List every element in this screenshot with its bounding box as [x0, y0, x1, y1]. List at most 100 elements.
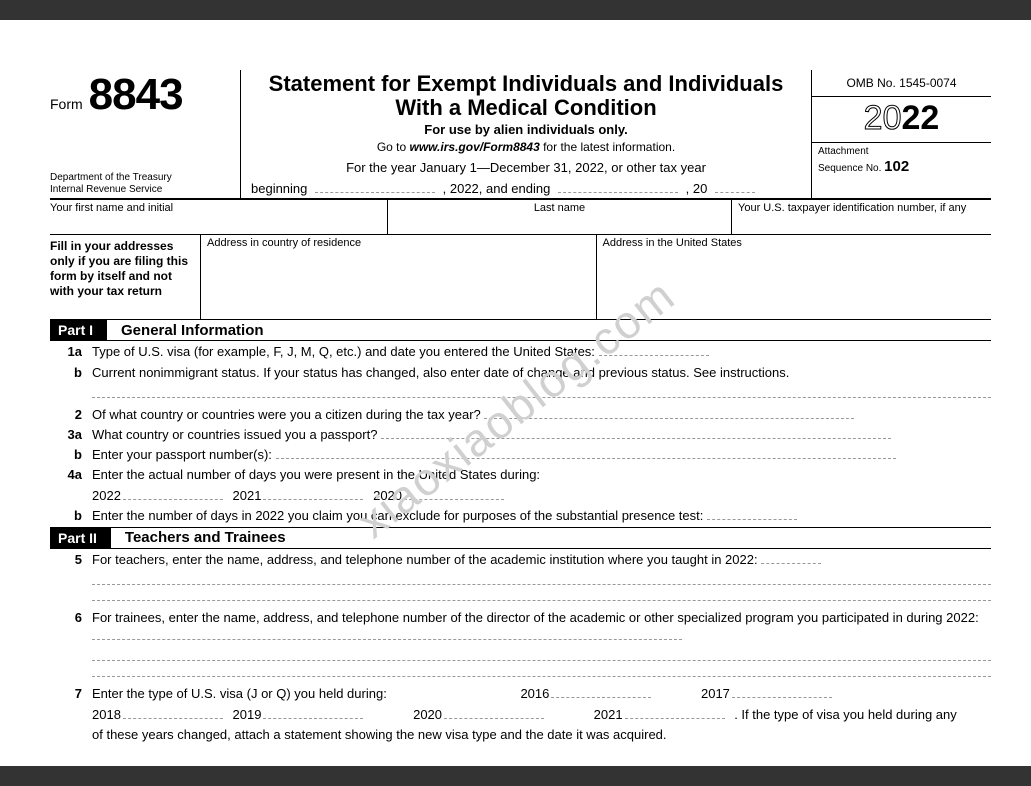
first-name-field[interactable]: Your first name and initial — [50, 200, 387, 234]
address-residence-field[interactable]: Address in country of residence — [200, 235, 596, 319]
omb-number: OMB No. 1545-0074 — [812, 70, 991, 97]
line-5-num: 5 — [50, 551, 92, 569]
line-1a-num: 1a — [50, 343, 92, 361]
form-label: Form — [50, 96, 83, 112]
line-6-input-b[interactable] — [92, 645, 991, 661]
attachment-box: Attachment Sequence No. 102 — [812, 143, 991, 179]
header-center: Statement for Exempt Individuals and Ind… — [240, 70, 811, 198]
line-5-text: For teachers, enter the name, address, a… — [92, 552, 758, 567]
line-3b-text: Enter your passport number(s): — [92, 447, 272, 462]
line-3b: b Enter your passport number(s): — [50, 446, 991, 464]
address-row: Fill in your addresses only if you are f… — [50, 235, 991, 320]
input-7-2020[interactable] — [444, 707, 544, 719]
line-3a: 3a What country or countries issued you … — [50, 426, 991, 444]
label-4a-2020: 2020 — [373, 488, 402, 503]
year-outline: 20 — [864, 99, 902, 137]
input-7-2021[interactable] — [625, 707, 725, 719]
form-page: xiaoxiaoblog.com Form 8843 Department of… — [0, 20, 1031, 766]
line-6-num: 6 — [50, 609, 92, 645]
label-7-2019: 2019 — [233, 707, 262, 722]
line-6-input-a[interactable] — [92, 628, 682, 640]
part2-header: Part II Teachers and Trainees — [50, 527, 991, 549]
title-line2: With a Medical Condition — [247, 96, 805, 120]
dept-line2: Internal Revenue Service — [50, 184, 230, 196]
line-4b: b Enter the number of days in 2022 you c… — [50, 507, 991, 525]
line-1b-num: b — [50, 364, 92, 382]
line-1b-text: Current nonimmigrant status. If your sta… — [92, 364, 991, 382]
line-1b: b Current nonimmigrant status. If your s… — [50, 364, 991, 382]
year-end-input[interactable] — [558, 181, 678, 193]
line-6-text: For trainees, enter the name, address, a… — [92, 610, 979, 625]
line-7: 7 Enter the type of U.S. visa (J or Q) y… — [50, 685, 991, 703]
line-2: 2 Of what country or countries were you … — [50, 406, 991, 424]
line-4b-num: b — [50, 507, 92, 525]
input-4a-2021[interactable] — [263, 488, 363, 500]
line-7-cont-text: of these years changed, attach a stateme… — [92, 726, 991, 744]
line-1a-text: Type of U.S. visa (for example, F, J, M,… — [92, 344, 595, 359]
label-7-2016: 2016 — [520, 686, 549, 701]
label-7-2020: 2020 — [413, 707, 442, 722]
part1-label: Part I — [50, 320, 107, 340]
goto-prefix: Go to — [377, 140, 410, 154]
part1-header: Part I General Information — [50, 320, 991, 341]
tax-year-large: 2022 — [812, 97, 991, 143]
label-7-2018: 2018 — [92, 707, 121, 722]
address-us-field[interactable]: Address in the United States — [596, 235, 992, 319]
line-1b-input[interactable] — [92, 382, 991, 398]
year-suffix: , 20 — [686, 181, 708, 196]
goto-line: Go to www.irs.gov/Form8843 for the lates… — [247, 140, 805, 154]
line-3b-num: b — [50, 446, 92, 464]
line-5-input-b[interactable] — [92, 569, 991, 585]
line-7-prefix: Enter the type of U.S. visa (J or Q) you… — [92, 686, 387, 701]
line-5-input-c[interactable] — [92, 585, 991, 601]
part2-title: Teachers and Trainees — [125, 529, 286, 546]
title-line1: Statement for Exempt Individuals and Ind… — [247, 72, 805, 96]
goto-suffix: for the latest information. — [540, 140, 675, 154]
line-4b-input[interactable] — [707, 508, 797, 520]
tin-field[interactable]: Your U.S. taxpayer identification number… — [731, 200, 991, 234]
tax-year-line2: beginning , 2022, and ending , 20 — [247, 181, 805, 196]
line-5: 5 For teachers, enter the name, address,… — [50, 551, 991, 569]
line-7-row2: 2018 2019 2020 2021 . If the type of vis… — [50, 706, 991, 724]
input-4a-2022[interactable] — [123, 488, 223, 500]
label-7-2021: 2021 — [594, 707, 623, 722]
label-4a-2022: 2022 — [92, 488, 121, 503]
input-7-2016[interactable] — [551, 686, 651, 698]
line-6-input-c[interactable] — [92, 661, 991, 677]
line-3a-text: What country or countries issued you a p… — [92, 427, 377, 442]
line-4a-num: 4a — [50, 466, 92, 484]
last-name-field[interactable]: Last name — [387, 200, 731, 234]
dept-line1: Department of the Treasury — [50, 172, 230, 184]
input-4a-2020[interactable] — [404, 488, 504, 500]
name-row: Your first name and initial Last name Yo… — [50, 200, 991, 235]
attachment-seq-no: 102 — [884, 158, 909, 175]
goto-url: www.irs.gov/Form8843 — [410, 140, 540, 154]
line-4a: 4a Enter the actual number of days you w… — [50, 466, 991, 484]
year-end-yy-input[interactable] — [715, 181, 755, 193]
tax-year-line1: For the year January 1—December 31, 2022… — [247, 160, 805, 175]
line-1a-input[interactable] — [599, 344, 709, 356]
attachment-line2: Sequence No. — [818, 163, 881, 174]
input-7-2019[interactable] — [263, 707, 363, 719]
line-4a-text: Enter the actual number of days you were… — [92, 466, 991, 484]
line-3b-input[interactable] — [276, 447, 896, 459]
line-2-input[interactable] — [484, 407, 854, 419]
form-subtitle: For use by alien individuals only. — [247, 122, 805, 137]
line-7-num: 7 — [50, 685, 92, 703]
form-header: Form 8843 Department of the Treasury Int… — [50, 70, 991, 200]
line-4b-text: Enter the number of days in 2022 you cla… — [92, 508, 703, 523]
part2-label: Part II — [50, 528, 111, 548]
line-1a: 1a Type of U.S. visa (for example, F, J,… — [50, 343, 991, 361]
input-7-2018[interactable] — [123, 707, 223, 719]
line-4a-years: 2022 2021 2020 — [50, 487, 991, 505]
department-text: Department of the Treasury Internal Reve… — [50, 172, 230, 196]
year-begin-input[interactable] — [315, 181, 435, 193]
line-7-tail: . If the type of visa you held during an… — [734, 707, 957, 722]
line-5-input-a[interactable] — [761, 552, 821, 564]
input-7-2017[interactable] — [732, 686, 832, 698]
label-4a-2021: 2021 — [233, 488, 262, 503]
line-3a-input[interactable] — [381, 427, 891, 439]
line-3a-num: 3a — [50, 426, 92, 444]
form-number: 8843 — [89, 70, 183, 120]
line-2-num: 2 — [50, 406, 92, 424]
